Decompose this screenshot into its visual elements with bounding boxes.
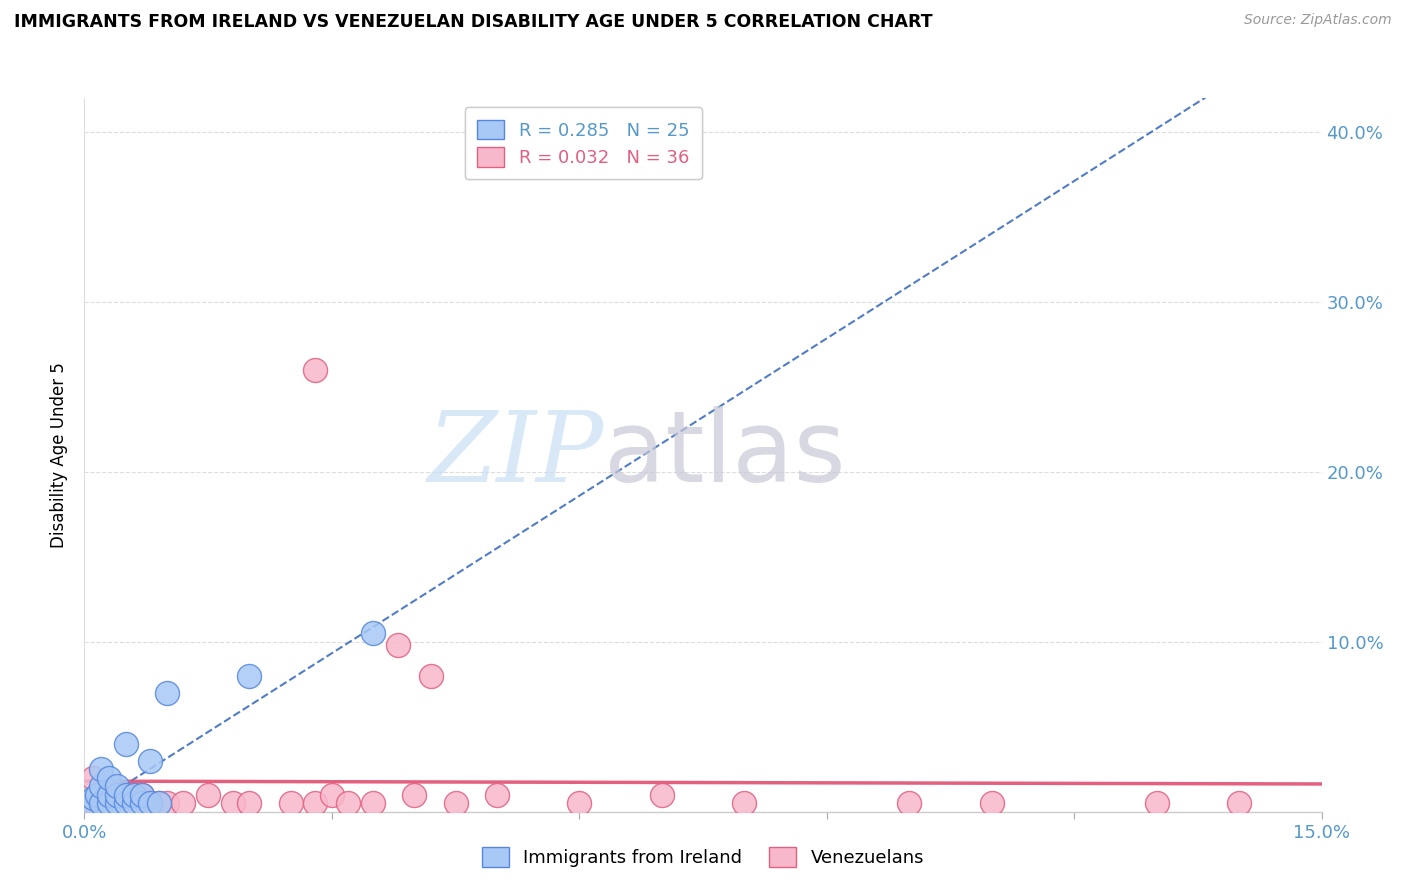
- Point: [105, 796, 128, 810]
- Point: [321, 788, 343, 802]
- Point: [651, 788, 673, 802]
- Point: [238, 669, 260, 683]
- Point: [105, 788, 128, 802]
- Point: [148, 796, 170, 810]
- Point: [156, 686, 179, 700]
- Point: [114, 796, 136, 810]
- Point: [114, 796, 136, 810]
- Point: [197, 788, 219, 802]
- Point: [387, 638, 409, 652]
- Point: [980, 796, 1002, 810]
- Point: [444, 796, 467, 810]
- Point: [733, 796, 755, 810]
- Point: [361, 796, 384, 810]
- Legend: Immigrants from Ireland, Venezuelans: Immigrants from Ireland, Venezuelans: [474, 839, 932, 874]
- Point: [280, 796, 302, 810]
- Point: [114, 788, 136, 802]
- Point: [1227, 796, 1250, 810]
- Text: IMMIGRANTS FROM IRELAND VS VENEZUELAN DISABILITY AGE UNDER 5 CORRELATION CHART: IMMIGRANTS FROM IRELAND VS VENEZUELAN DI…: [14, 13, 932, 31]
- Point: [139, 796, 162, 810]
- Point: [86, 788, 108, 802]
- Point: [898, 796, 921, 810]
- Point: [105, 796, 128, 810]
- Point: [131, 788, 153, 802]
- Text: atlas: atlas: [605, 407, 845, 503]
- Point: [122, 788, 145, 802]
- Point: [122, 788, 145, 802]
- Point: [77, 796, 100, 810]
- Point: [98, 796, 121, 810]
- Point: [90, 796, 112, 810]
- Point: [122, 796, 145, 810]
- Point: [404, 788, 426, 802]
- Point: [304, 796, 326, 810]
- Point: [485, 788, 508, 802]
- Point: [105, 788, 128, 802]
- Point: [82, 791, 104, 805]
- Point: [114, 737, 136, 751]
- Point: [90, 796, 112, 810]
- Point: [148, 796, 170, 810]
- Point: [98, 796, 121, 810]
- Point: [131, 796, 153, 810]
- Point: [1146, 796, 1168, 810]
- Point: [172, 796, 194, 810]
- Point: [98, 788, 121, 802]
- Text: Source: ZipAtlas.com: Source: ZipAtlas.com: [1244, 13, 1392, 28]
- Legend: R = 0.285   N = 25, R = 0.032   N = 36: R = 0.285 N = 25, R = 0.032 N = 36: [464, 107, 702, 179]
- Point: [90, 788, 112, 802]
- Text: ZIP: ZIP: [427, 408, 605, 502]
- Point: [131, 796, 153, 810]
- Point: [139, 754, 162, 768]
- Point: [98, 771, 121, 785]
- Point: [222, 796, 245, 810]
- Point: [156, 796, 179, 810]
- Y-axis label: Disability Age Under 5: Disability Age Under 5: [51, 362, 69, 548]
- Point: [337, 796, 360, 810]
- Point: [568, 796, 591, 810]
- Point: [90, 762, 112, 776]
- Point: [122, 796, 145, 810]
- Point: [114, 788, 136, 802]
- Point: [139, 796, 162, 810]
- Point: [304, 363, 326, 377]
- Point: [82, 796, 104, 810]
- Point: [105, 779, 128, 793]
- Point: [90, 779, 112, 793]
- Point: [238, 796, 260, 810]
- Point: [361, 626, 384, 640]
- Point: [98, 788, 121, 802]
- Point: [131, 788, 153, 802]
- Point: [82, 771, 104, 785]
- Point: [419, 669, 441, 683]
